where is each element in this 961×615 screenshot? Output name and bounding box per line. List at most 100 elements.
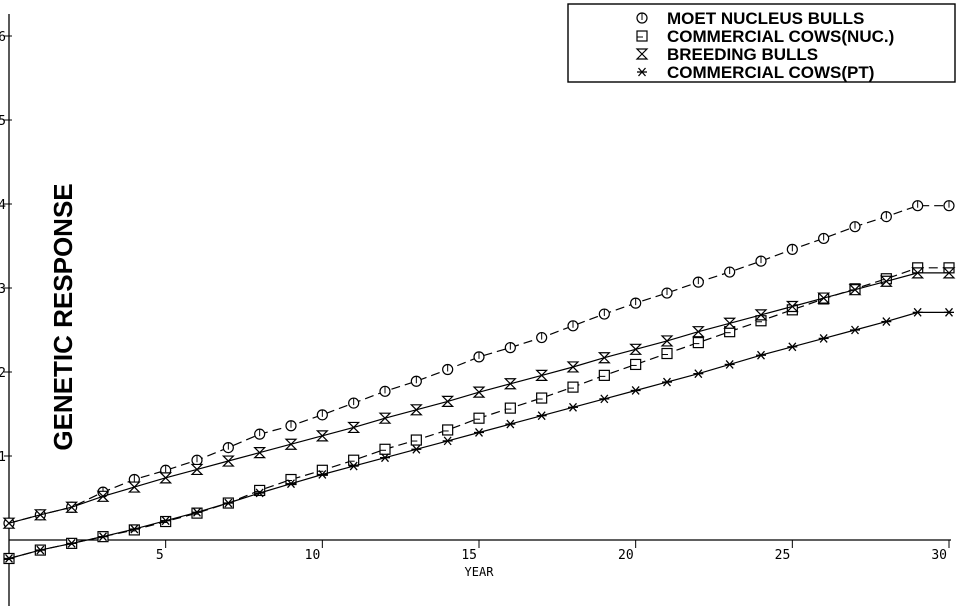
data-point xyxy=(723,317,737,329)
y-tick-label: 1 xyxy=(0,450,6,465)
data-point xyxy=(315,430,329,442)
data-point xyxy=(379,385,391,397)
x-tick-label: 5 xyxy=(156,548,164,563)
data-point xyxy=(818,333,829,343)
legend-marker xyxy=(636,12,648,24)
series-2 xyxy=(3,262,955,565)
data-point xyxy=(505,419,516,429)
legend-label: COMMERCIAL COWS(PT) xyxy=(667,63,874,82)
data-point xyxy=(472,386,486,398)
data-point xyxy=(410,375,422,387)
data-point xyxy=(410,434,422,446)
legend-marker xyxy=(636,30,648,42)
data-point xyxy=(599,394,610,404)
data-point xyxy=(285,420,297,432)
data-point xyxy=(253,447,267,459)
data-point xyxy=(943,200,955,212)
series-line xyxy=(8,272,949,524)
data-point xyxy=(379,443,391,455)
data-point xyxy=(942,267,956,279)
data-point xyxy=(786,243,798,255)
data-point xyxy=(33,509,47,521)
data-point xyxy=(66,538,77,548)
series-layer xyxy=(2,200,956,565)
data-point xyxy=(881,317,892,327)
data-point xyxy=(566,361,580,373)
data-point xyxy=(65,501,79,513)
data-point xyxy=(536,392,548,404)
data-point xyxy=(724,360,735,369)
data-point xyxy=(159,472,173,484)
y-tick-label: 4 xyxy=(0,198,6,213)
data-point xyxy=(911,267,925,279)
data-point xyxy=(286,479,296,489)
data-point xyxy=(254,488,265,498)
data-point xyxy=(629,343,643,355)
data-point xyxy=(662,377,672,387)
y-tick-label: 6 xyxy=(0,30,6,45)
data-point xyxy=(503,378,517,390)
x-tick-label: 10 xyxy=(305,548,321,563)
data-point xyxy=(473,351,485,363)
x-tick-label: 15 xyxy=(461,548,477,563)
series-line xyxy=(8,311,949,560)
data-point xyxy=(348,454,360,466)
data-point xyxy=(317,470,328,479)
data-point xyxy=(661,347,673,360)
y-axis-title: GENETIC RESPONSE xyxy=(48,183,78,450)
x-tick-label: 25 xyxy=(775,548,791,563)
data-point xyxy=(630,358,642,371)
y-tick-label: 3 xyxy=(0,282,6,297)
series-1 xyxy=(3,200,955,529)
data-point xyxy=(347,421,361,434)
data-point xyxy=(127,481,141,493)
data-point xyxy=(536,331,548,344)
data-point xyxy=(378,412,392,424)
series-line xyxy=(8,205,949,524)
data-point xyxy=(536,411,547,421)
data-point xyxy=(348,461,359,471)
data-point xyxy=(348,397,360,409)
data-point xyxy=(98,532,108,542)
x-tick-label: 20 xyxy=(618,548,634,563)
data-point xyxy=(442,363,454,376)
data-point xyxy=(568,402,578,412)
data-point xyxy=(223,498,234,508)
data-point xyxy=(879,275,893,287)
data-point xyxy=(35,545,46,555)
data-point xyxy=(474,428,484,437)
data-point xyxy=(411,444,422,454)
data-point xyxy=(2,517,16,529)
data-point xyxy=(473,412,485,424)
data-point xyxy=(756,350,766,360)
legend-label: MOET NUCLEUS BULLS xyxy=(667,9,864,28)
legend-label: BREEDING BULLS xyxy=(667,45,818,64)
data-point xyxy=(691,326,705,338)
data-point xyxy=(597,352,611,364)
data-point xyxy=(661,287,673,299)
data-point xyxy=(817,292,831,304)
data-point xyxy=(316,409,328,421)
data-point xyxy=(504,402,516,414)
data-point xyxy=(284,438,298,450)
data-point xyxy=(850,325,860,335)
data-point xyxy=(630,386,641,395)
data-point xyxy=(818,232,830,245)
data-point xyxy=(944,307,954,317)
data-point xyxy=(692,337,704,349)
data-point xyxy=(724,266,736,278)
data-point xyxy=(848,284,862,296)
data-point xyxy=(442,436,453,446)
legend-marker xyxy=(635,48,649,60)
data-point xyxy=(598,369,610,381)
data-point xyxy=(849,221,861,233)
data-point xyxy=(190,463,204,476)
data-point xyxy=(660,335,674,347)
data-point xyxy=(598,308,610,320)
data-point xyxy=(442,424,454,436)
axes: 1 2 3 4 5 6 5 10 15 20 25 30 YEAR GENETIC RESPONSE xyxy=(0,14,951,606)
data-point xyxy=(692,276,704,288)
data-point xyxy=(4,554,14,563)
y-tick-label: 2 xyxy=(0,366,6,381)
